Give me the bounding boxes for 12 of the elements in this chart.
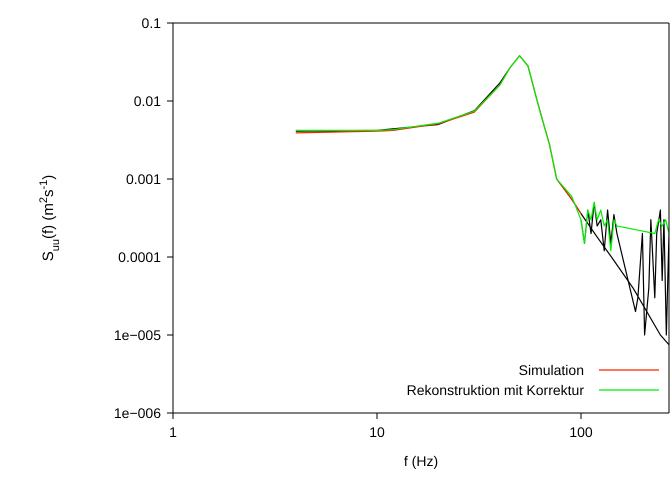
x-tick-label: 10 — [369, 424, 385, 440]
y-tick-label: 1e−006 — [114, 404, 162, 421]
y-tick-label: 0.001 — [126, 170, 162, 187]
legend-label: Rekonstruktion mit Korrektur — [406, 382, 584, 398]
y-tick-label: 0.0001 — [118, 248, 162, 265]
y-tick-label: 1e−005 — [114, 326, 162, 343]
x-tick-label: 100 — [569, 424, 593, 440]
legend-label: Simulation — [518, 362, 584, 378]
y-tick-label: 0.1 — [142, 14, 162, 31]
x-axis-title: f (Hz) — [404, 453, 438, 469]
x-tick-label: 1 — [169, 424, 178, 440]
y-tick-label: 0.01 — [134, 92, 162, 109]
